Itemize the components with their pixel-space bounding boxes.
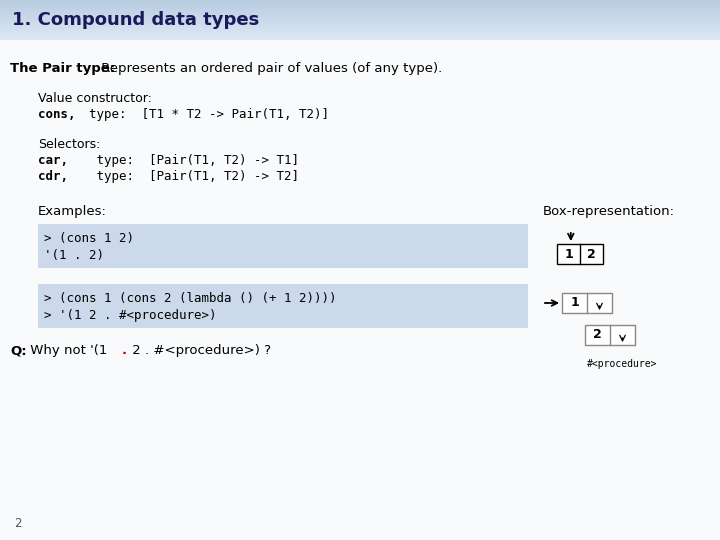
Bar [0,16,720,17]
Bar [0,15,720,16]
Text: Represents an ordered pair of values (of any type).: Represents an ordered pair of values (of… [97,62,442,75]
Text: car,: car, [38,154,68,167]
Text: .: . [122,344,127,357]
Text: Selectors:: Selectors: [38,138,100,151]
Text: 1: 1 [564,247,573,260]
Text: 2: 2 [14,517,22,530]
Text: > '(1 2 . #<procedure>): > '(1 2 . #<procedure>) [44,309,217,322]
Text: type:  [Pair(T1, T2) -> T1]: type: [Pair(T1, T2) -> T1] [74,154,299,167]
Text: > (cons 1 2): > (cons 1 2) [44,232,134,245]
Bar [0,35,720,36]
Bar [0,32,720,33]
Text: 1. Compound data types: 1. Compound data types [12,11,259,29]
Text: Box-representation:: Box-representation: [543,205,675,218]
Bar [0,38,720,39]
Bar [0,13,720,14]
Bar [0,36,720,37]
Bar [0,9,720,10]
Bar [0,31,720,32]
Text: #<procedure>: #<procedure> [588,359,658,369]
Bar [562,293,612,313]
Bar [0,4,720,5]
Bar [585,325,635,345]
Text: 1: 1 [570,296,579,309]
Bar [0,28,720,29]
Bar [0,22,720,23]
Bar [0,2,720,3]
Bar [0,39,720,40]
Text: Q:: Q: [10,344,27,357]
Bar [0,20,720,21]
Bar [0,34,720,35]
Text: Value constructor:: Value constructor: [38,92,152,105]
Bar [0,14,720,15]
Bar [557,244,603,264]
Bar [0,19,720,20]
Bar [0,11,720,12]
Bar [0,0,720,1]
Text: cons,: cons, [38,108,76,121]
Bar [0,30,720,31]
Text: Why not '(1: Why not '(1 [26,344,112,357]
Bar [0,5,720,6]
Text: type:  [Pair(T1, T2) -> T2]: type: [Pair(T1, T2) -> T2] [74,170,299,183]
Bar [0,21,720,22]
Text: '(1 . 2): '(1 . 2) [44,249,104,262]
Bar [0,37,720,38]
Bar [0,18,720,19]
Bar [38,224,528,268]
Bar [38,284,528,328]
Bar [0,25,720,26]
Text: 2: 2 [587,247,596,260]
Bar [0,1,720,2]
Text: type:  [T1 * T2 -> Pair(T1, T2)]: type: [T1 * T2 -> Pair(T1, T2)] [74,108,329,121]
Bar [0,26,720,27]
Text: > (cons 1 (cons 2 (lambda () (+ 1 2)))): > (cons 1 (cons 2 (lambda () (+ 1 2)))) [44,292,336,305]
Bar [0,7,720,8]
Bar [0,23,720,24]
Bar [0,17,720,18]
Bar [0,12,720,13]
Bar [0,33,720,34]
Bar [0,24,720,25]
Bar [0,27,720,28]
Bar [0,3,720,4]
Text: Examples:: Examples: [38,205,107,218]
Text: 2 . #<procedure>) ?: 2 . #<procedure>) ? [128,344,271,357]
Bar [0,8,720,9]
Text: The Pair type:: The Pair type: [10,62,115,75]
Bar [0,10,720,11]
Bar [0,6,720,7]
Text: 2: 2 [593,328,602,341]
Bar [0,29,720,30]
Text: cdr,: cdr, [38,170,68,183]
